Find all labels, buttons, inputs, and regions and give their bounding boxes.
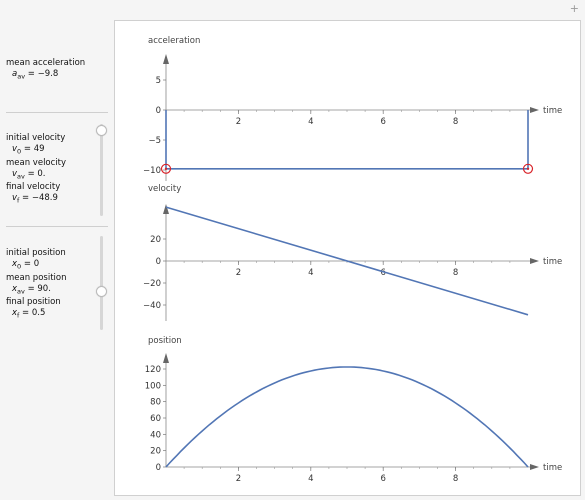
chart1-y-arrow	[163, 54, 169, 64]
final-velocity-label: final velocity	[6, 182, 61, 193]
chart3-x-tick-label: 8	[453, 474, 458, 484]
chart1-x-tick-label: 2	[236, 117, 241, 127]
chart3-x-label: time	[543, 463, 562, 473]
chart2-x-tick-label: 4	[308, 268, 313, 278]
a-av-value: aav = −9.8	[12, 69, 59, 81]
position-slider-track[interactable]	[100, 236, 103, 330]
chart2-y-tick-label: 20	[150, 235, 161, 245]
chart2-y-tick-label: 0	[156, 257, 161, 267]
chart3-x-tick-label: 4	[308, 474, 313, 484]
window-topbar: +	[0, 0, 585, 20]
chart1-y-tick-label: 0	[156, 106, 161, 116]
chart3-y-tick-label: 20	[150, 447, 161, 457]
chart2-x-tick-label: 6	[380, 268, 385, 278]
chart3-series-line	[165, 366, 529, 468]
chart2-y-tick-label: −40	[143, 301, 161, 311]
chart2-x-arrow	[530, 258, 539, 264]
chart3-x-tick-label: 6	[380, 474, 385, 484]
chart1-x-tick-label: 4	[308, 117, 313, 127]
chart3-x-arrow	[530, 464, 539, 470]
v0-value: v0 = 49	[12, 144, 45, 156]
chart2-series-line	[165, 206, 529, 316]
velocity-slider-track[interactable]	[100, 124, 103, 216]
initial-position-label: initial position	[6, 248, 66, 258]
chart3-y-tick-label: 0	[156, 463, 161, 473]
plus-icon[interactable]: +	[569, 2, 579, 15]
chart1-y-tick-label: −10	[143, 166, 161, 176]
divider-2	[6, 226, 108, 227]
chart2-y-arrow	[163, 204, 169, 214]
chart2-x-label: time	[543, 257, 562, 267]
chart1-x-arrow	[530, 107, 539, 113]
plots-svg: acceleration time 2 4 6 8 5 0 −5 −10 velocity time 2…	[143, 36, 562, 484]
final-position-label: final position	[6, 297, 61, 308]
xav-value: xav = 90.	[12, 283, 51, 296]
chart2-y-tick-label: −20	[143, 279, 161, 289]
controls-sidebar: mean acceleration aav = −9.8 initial vel…	[0, 20, 112, 495]
mean-position-label: mean position	[6, 272, 67, 283]
chart3-y-tick-label: 100	[145, 381, 161, 391]
mean-velocity-label: mean velocity	[6, 157, 67, 168]
chart3-y-tick-label: 80	[150, 398, 161, 408]
chart1-marker	[522, 163, 534, 174]
velocity-slider-knob[interactable]	[96, 124, 107, 136]
chart1-series-line	[165, 110, 529, 170]
chart1-marker-dot	[526, 167, 530, 170]
vav-value: vav = 0.	[12, 168, 46, 181]
chart3-y-tick-label: 60	[150, 414, 161, 424]
velocity-readout: initial velocity v0 = 49 mean velocity v…	[6, 133, 66, 207]
chart3-y-tick-label: 40	[150, 430, 161, 440]
position-slider-knob[interactable]	[96, 285, 107, 297]
chart3-y-arrow	[163, 353, 169, 363]
position-readout: initial position x0 = 0 mean position xa…	[6, 248, 66, 322]
chart3-x-tick-label: 2	[236, 474, 241, 484]
chart1-x-label: time	[543, 106, 562, 116]
acceleration-readout: mean acceleration aav = −9.8	[6, 58, 85, 83]
chart2-x-tick-label: 8	[453, 268, 458, 278]
mean-acceleration-label: mean acceleration	[6, 58, 86, 68]
chart1-y-tick-label: 5	[156, 76, 161, 86]
chart2-y-label: velocity	[148, 184, 181, 194]
chart1-y-tick-label: −5	[148, 136, 161, 146]
x0-value: x0 = 0	[12, 259, 40, 271]
chart2-x-tick-label: 2	[236, 268, 241, 278]
divider-1	[6, 112, 108, 113]
plot-panel: acceleration time 2 4 6 8 5 0 −5 −10 velocity time 2…	[114, 20, 581, 496]
chart1-x-tick-label: 6	[380, 117, 385, 127]
chart1-marker	[160, 163, 172, 174]
chart1-y-label: acceleration	[148, 36, 200, 46]
chart1-marker-dot	[164, 167, 168, 170]
chart3-y-tick-label: 120	[145, 365, 161, 375]
xf-value: xf = 0.5	[12, 308, 46, 321]
initial-velocity-label: initial velocity	[6, 133, 66, 143]
vf-value: vf = −48.9	[12, 193, 58, 206]
chart1-x-tick-label: 8	[453, 117, 458, 127]
chart3-y-label: position	[148, 336, 182, 346]
